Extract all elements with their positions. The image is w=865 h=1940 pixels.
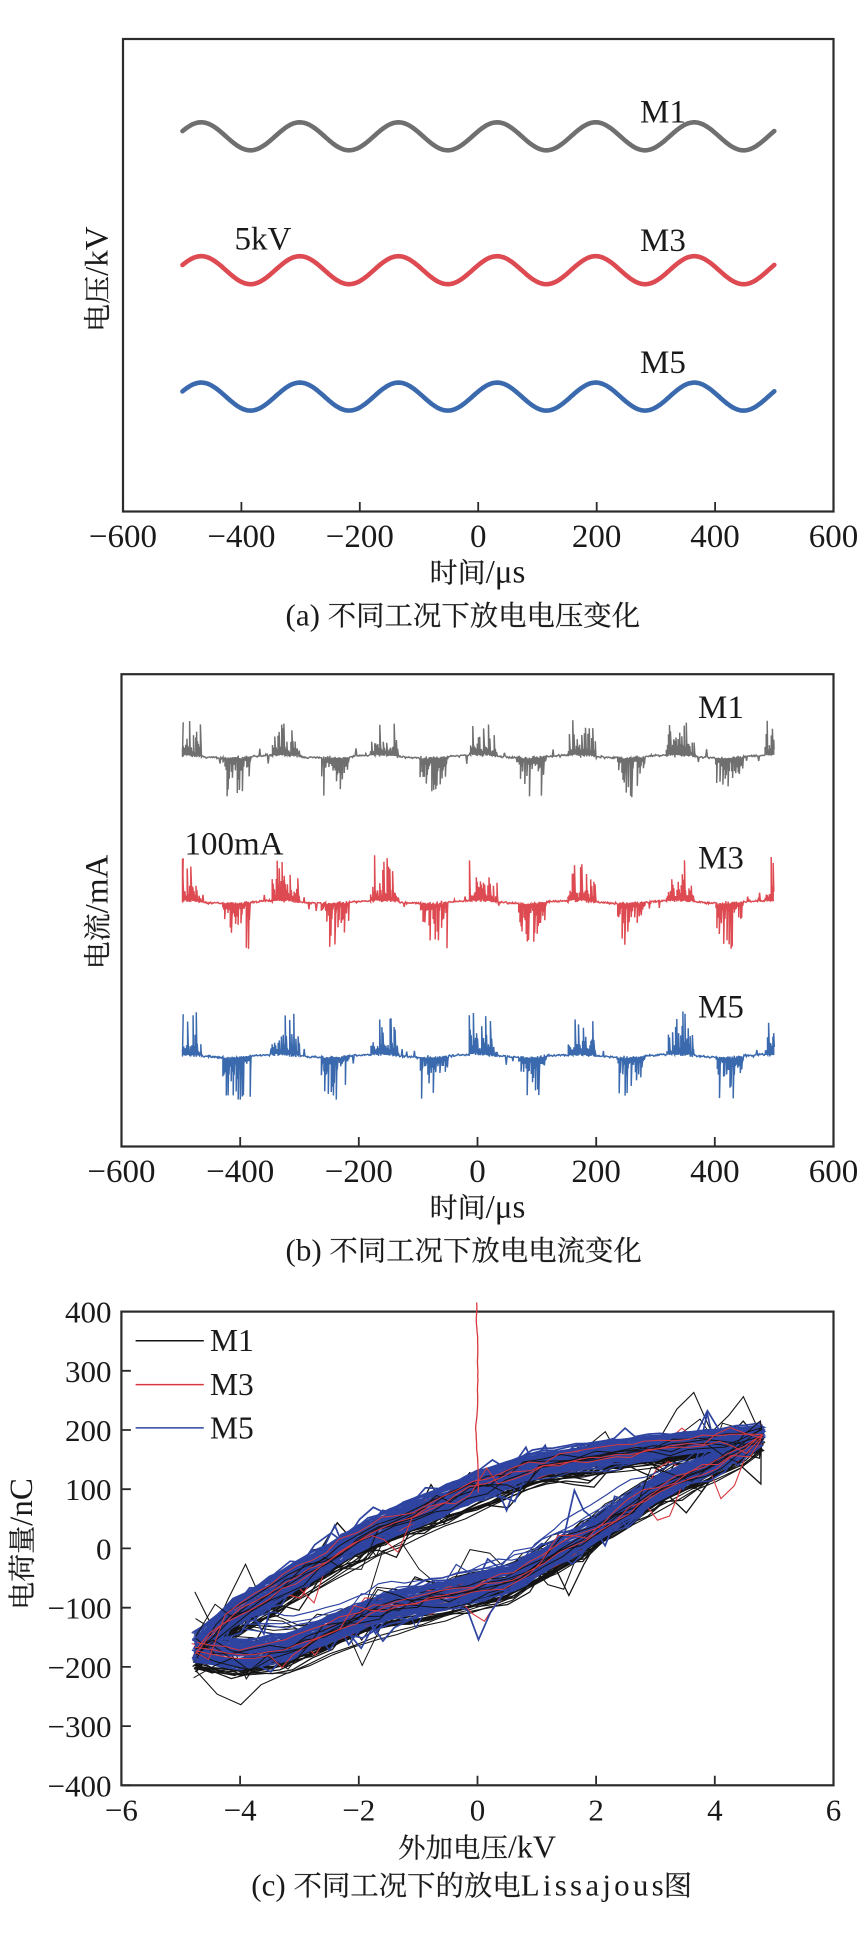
svg-text:(a): (a) xyxy=(286,598,320,633)
svg-text:400: 400 xyxy=(65,1295,112,1330)
svg-text:200: 200 xyxy=(65,1413,112,1448)
svg-text:−2: −2 xyxy=(342,1793,375,1828)
svg-text:−200: −200 xyxy=(325,1154,393,1190)
svg-text:600: 600 xyxy=(809,1154,859,1190)
svg-text:−600: −600 xyxy=(89,519,157,555)
svg-text:/kV: /kV xyxy=(508,1829,556,1865)
svg-text:400: 400 xyxy=(690,1154,740,1190)
svg-text:M3: M3 xyxy=(210,1367,254,1402)
svg-text:/μs: /μs xyxy=(486,555,526,591)
svg-text:100mA: 100mA xyxy=(185,827,284,863)
svg-text:400: 400 xyxy=(690,519,740,555)
svg-text:/μs: /μs xyxy=(486,1190,526,1226)
svg-text:/nC: /nC xyxy=(4,1478,40,1526)
svg-text:200: 200 xyxy=(571,1154,621,1190)
svg-text:/mA: /mA xyxy=(80,854,116,913)
svg-text:M5: M5 xyxy=(698,990,744,1026)
svg-text:4: 4 xyxy=(707,1793,723,1828)
svg-text:−200: −200 xyxy=(48,1650,112,1685)
svg-text:M1: M1 xyxy=(210,1323,254,1358)
svg-text:200: 200 xyxy=(572,519,622,555)
svg-text:M1: M1 xyxy=(640,95,686,131)
svg-text:6: 6 xyxy=(826,1793,842,1828)
svg-text:M5: M5 xyxy=(210,1410,254,1445)
svg-text:300: 300 xyxy=(65,1354,112,1389)
svg-text:−200: −200 xyxy=(326,519,394,555)
svg-text:Lissajous: Lissajous xyxy=(521,1868,664,1903)
svg-text:−600: −600 xyxy=(87,1154,155,1190)
svg-text:M1: M1 xyxy=(698,690,744,726)
svg-text:−6: −6 xyxy=(105,1793,138,1828)
svg-text:0: 0 xyxy=(469,1154,486,1190)
svg-text:0: 0 xyxy=(470,519,487,555)
svg-text:−400: −400 xyxy=(206,1154,274,1190)
svg-text:−400: −400 xyxy=(207,519,275,555)
svg-text:−4: −4 xyxy=(224,1793,257,1828)
svg-text:−300: −300 xyxy=(48,1709,112,1744)
svg-text:M3: M3 xyxy=(698,841,744,877)
svg-text:M5: M5 xyxy=(640,345,686,381)
svg-text:(c): (c) xyxy=(251,1868,285,1903)
svg-text:/kV: /kV xyxy=(80,226,116,276)
svg-text:2: 2 xyxy=(588,1793,604,1828)
svg-text:0: 0 xyxy=(470,1793,486,1828)
svg-text:−400: −400 xyxy=(48,1768,112,1803)
svg-text:5kV: 5kV xyxy=(235,222,292,258)
svg-text:−100: −100 xyxy=(48,1591,112,1626)
svg-text:M3: M3 xyxy=(640,223,686,259)
svg-text:100: 100 xyxy=(65,1472,112,1507)
svg-text:(b): (b) xyxy=(286,1233,322,1268)
svg-text:0: 0 xyxy=(96,1531,112,1566)
svg-text:600: 600 xyxy=(809,519,859,555)
